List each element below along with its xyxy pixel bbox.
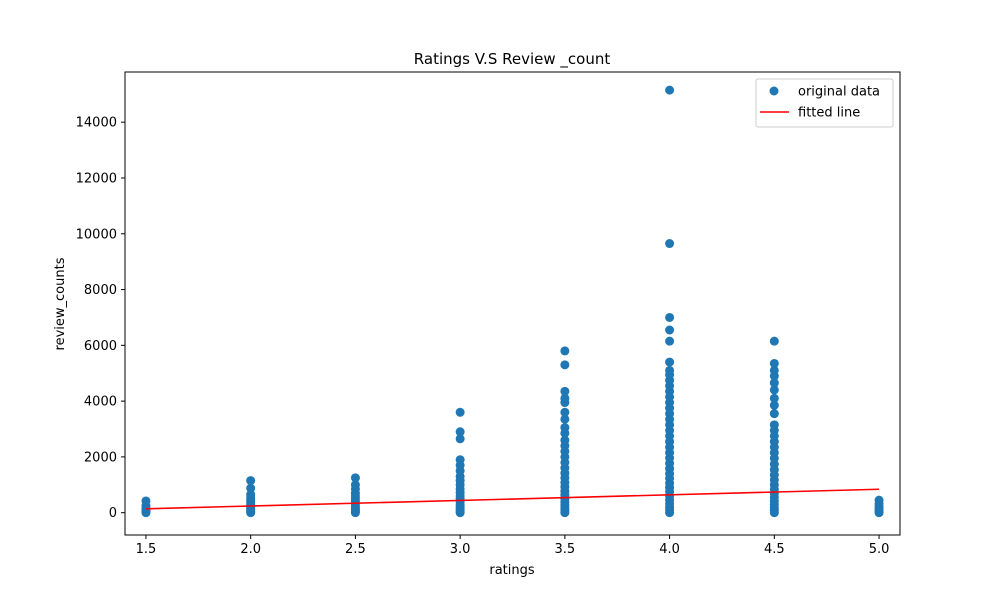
legend-label: fitted line	[798, 106, 860, 121]
x-tick-label: 2.0	[240, 542, 261, 557]
data-point	[769, 358, 779, 368]
y-tick-label: 6000	[84, 339, 117, 354]
data-point	[455, 434, 465, 444]
data-point	[769, 385, 779, 395]
data-point	[665, 239, 675, 249]
y-tick-label: 4000	[84, 395, 117, 410]
plot-frame	[124, 71, 901, 536]
data-point	[769, 336, 779, 346]
data-point	[665, 357, 675, 367]
data-point	[665, 325, 675, 335]
data-point	[560, 360, 570, 370]
data-point	[246, 476, 256, 486]
data-point	[560, 393, 570, 403]
data-point	[769, 378, 779, 388]
data-point	[141, 496, 151, 506]
data-point	[769, 393, 779, 403]
data-point	[350, 473, 360, 483]
y-tick-label: 14000	[76, 116, 117, 131]
data-point	[560, 423, 570, 433]
data-point	[665, 336, 675, 346]
chart-title: Ratings V.S Review _count	[414, 50, 611, 69]
y-tick-label: 0	[109, 506, 117, 521]
data-point	[665, 365, 675, 375]
data-point	[560, 346, 570, 356]
data-point	[560, 435, 570, 445]
data-point	[769, 409, 779, 419]
x-tick-label: 5.0	[869, 542, 890, 557]
data-point	[560, 414, 570, 424]
x-tick-label: 4.0	[659, 542, 680, 557]
plot-area	[141, 85, 884, 518]
legend-label: original data	[798, 85, 880, 100]
data-point	[560, 407, 570, 417]
legend: original data fitted line	[755, 78, 894, 128]
y-tick-label: 10000	[76, 227, 117, 242]
legend-marker-scatter	[769, 86, 779, 96]
data-point	[246, 483, 256, 493]
data-point	[455, 407, 465, 417]
x-tick-label: 3.0	[450, 542, 471, 557]
x-tick-label: 3.5	[555, 542, 576, 557]
axes: 1.5 2.0 2.5 3.0 3.5 4.0 4.5 5.0 0 2000 4000 6000 800…	[76, 116, 890, 557]
data-point	[455, 427, 465, 437]
y-tick-label: 2000	[84, 450, 117, 465]
x-tick-label: 1.5	[136, 542, 157, 557]
y-axis-label: review_counts	[53, 257, 68, 350]
fitted-line	[145, 488, 880, 510]
data-point	[769, 365, 779, 375]
data-point	[874, 495, 884, 505]
data-point	[246, 490, 256, 500]
data-point	[769, 420, 779, 430]
data-point	[455, 455, 465, 465]
y-tick-label: 12000	[76, 171, 117, 186]
data-point	[560, 386, 570, 396]
x-axis-label: ratings	[489, 563, 535, 578]
data-point	[665, 312, 675, 322]
data-point	[665, 85, 675, 95]
data-point	[769, 400, 779, 410]
y-tick-label: 8000	[84, 283, 117, 298]
x-tick-label: 4.5	[764, 542, 785, 557]
x-tick-label: 2.5	[345, 542, 366, 557]
legend-box	[755, 78, 894, 128]
data-point	[350, 480, 360, 490]
